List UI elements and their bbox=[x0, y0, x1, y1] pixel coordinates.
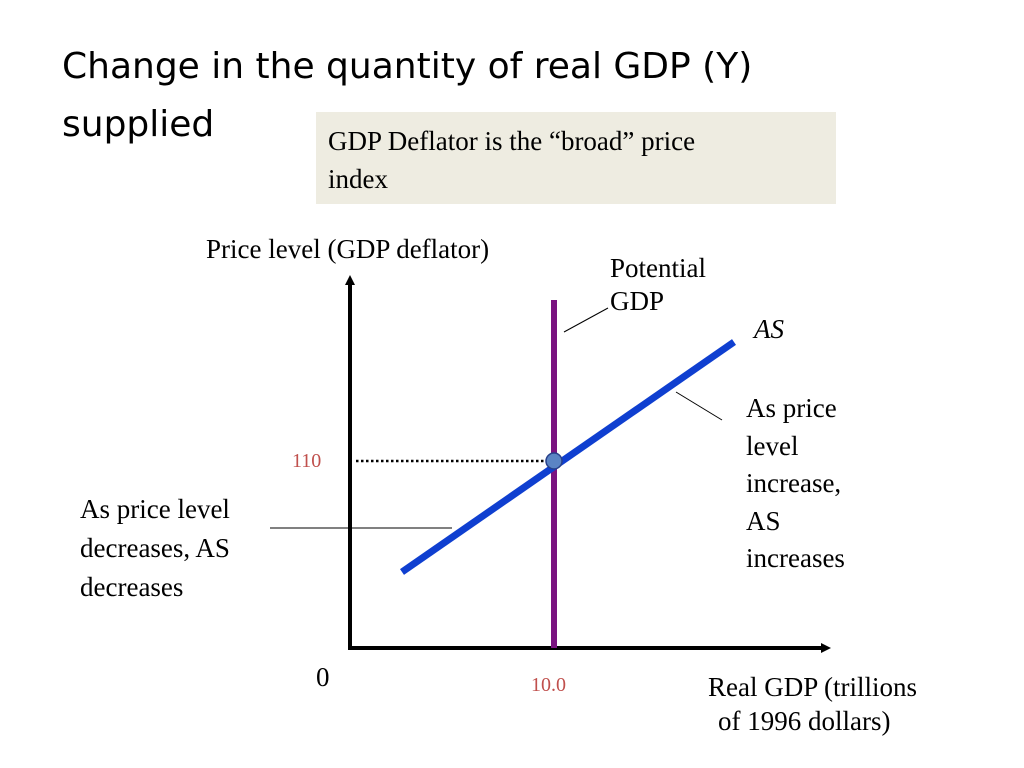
decrease-note: As price level decreases, AS decreases bbox=[80, 490, 230, 607]
decrease-note-line-2: decreases, AS bbox=[80, 533, 230, 563]
potential-gdp-label-line-2: GDP bbox=[610, 286, 665, 316]
increase-note: As price level increase, AS increases bbox=[746, 390, 845, 578]
increase-callout bbox=[675, 391, 723, 421]
as-curve bbox=[400, 339, 736, 575]
decrease-note-line-1: As price level bbox=[80, 494, 230, 524]
as-curve-label: AS bbox=[754, 314, 784, 344]
potential-gdp-label-line-1: Potential bbox=[610, 253, 706, 283]
increase-note-line-5: increases bbox=[746, 543, 845, 573]
increase-note-line-4: AS bbox=[746, 505, 781, 536]
decrease-note-line-3: decreases bbox=[80, 572, 184, 602]
potential-gdp-callout bbox=[563, 307, 609, 333]
price-tick-label: 110 bbox=[292, 450, 322, 472]
x-axis-label: Real GDP (trillions of 1996 dollars) bbox=[708, 670, 917, 738]
increase-note-line-1: As price bbox=[746, 393, 837, 423]
x-axis-label-line-2: of 1996 dollars) bbox=[718, 706, 891, 736]
increase-note-line-3: increase, bbox=[746, 468, 842, 498]
gdp-deflator-note: GDP Deflator is the “broad” price index bbox=[316, 112, 836, 204]
potential-gdp-label: Potential GDP bbox=[610, 252, 706, 318]
slide-title-line-1: Change in the quantity of real GDP (Y) bbox=[62, 46, 753, 87]
slide-title: Change in the quantity of real GDP (Y) s… bbox=[62, 38, 882, 154]
x-axis-label-line-1: Real GDP (trillions bbox=[708, 672, 917, 702]
note-line-1: GDP Deflator is the “broad” price bbox=[328, 126, 696, 156]
slide-title-line-2: supplied bbox=[62, 104, 215, 145]
note-line-2: index bbox=[328, 164, 388, 194]
increase-note-line-2: level bbox=[746, 430, 799, 461]
equilibrium-point bbox=[545, 452, 563, 470]
y-axis-label: Price level (GDP deflator) bbox=[206, 234, 490, 264]
origin-label: 0 bbox=[316, 662, 330, 692]
gdp-tick-label: 10.0 bbox=[531, 674, 566, 696]
